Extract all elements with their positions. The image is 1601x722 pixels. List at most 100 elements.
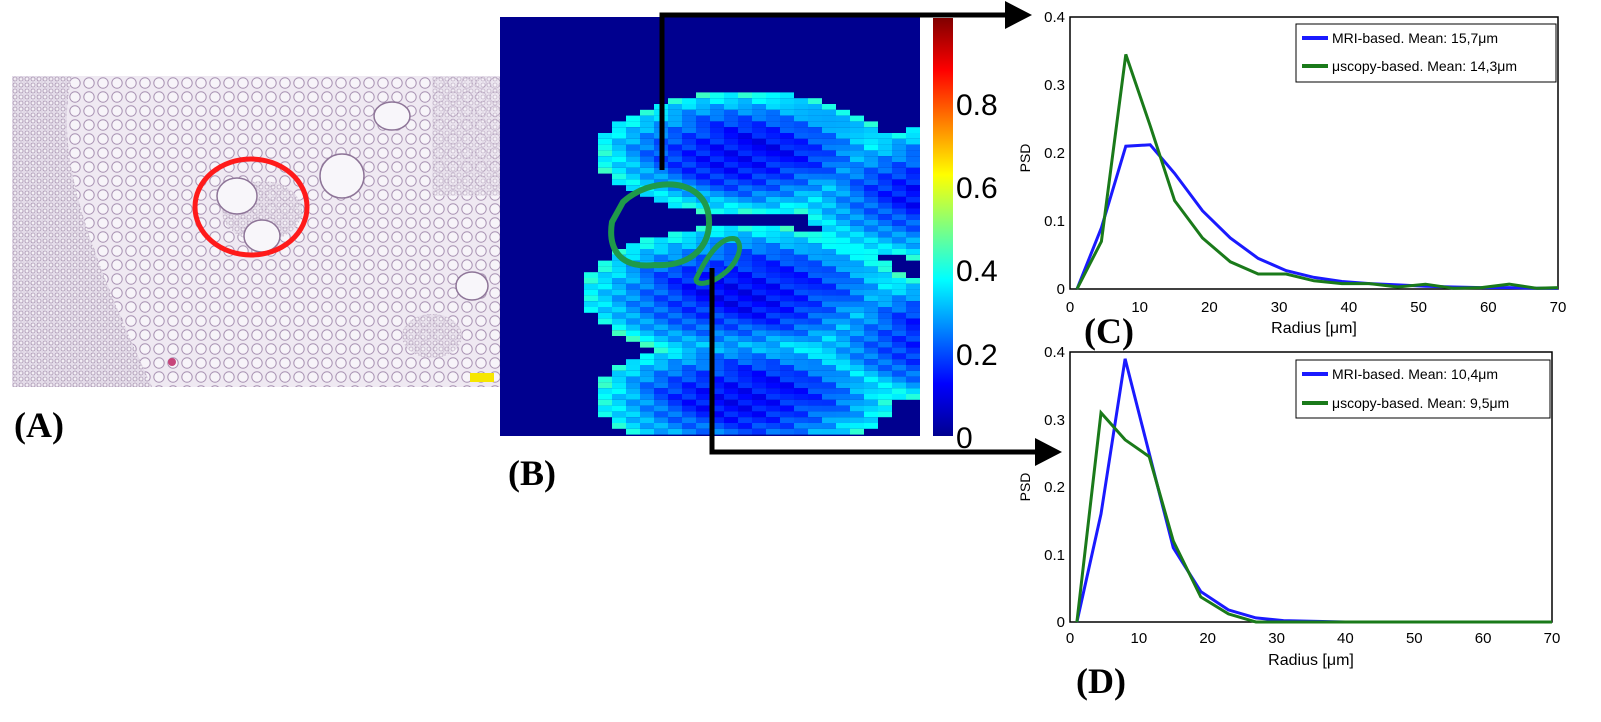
mri-pixel [808, 283, 822, 290]
mri-pixel [906, 388, 920, 394]
mri-pixel [640, 283, 654, 290]
mri-pixel [906, 394, 920, 400]
mri-pixel [906, 307, 920, 313]
mri-pixel [822, 417, 836, 423]
mri-pixel [668, 249, 682, 255]
mri-pixel [682, 405, 696, 412]
mri-pixel [906, 254, 920, 261]
mri-pixel [668, 173, 682, 180]
mri-pixel [752, 428, 766, 435]
mri-pixel [878, 173, 892, 180]
mri-pixel [780, 249, 794, 255]
mri-pixel [752, 312, 766, 319]
mri-pixel [794, 208, 808, 215]
mri-pixel [906, 185, 920, 191]
panel-label-a: (A) [14, 405, 64, 445]
mri-pixel [682, 423, 696, 429]
mri-pixel [612, 173, 626, 180]
mri-pixel [892, 341, 906, 348]
mri-pixel [850, 307, 864, 313]
mri-pixel [864, 156, 878, 162]
mri-pixel [668, 109, 682, 116]
x-tick-label: 30 [1268, 630, 1285, 647]
mri-pixel [640, 167, 654, 174]
mri-pixel [724, 191, 738, 197]
mri-pixel [710, 365, 724, 371]
mri-pixel [654, 312, 668, 319]
mri-pixel [584, 307, 598, 313]
mri-pixel [836, 202, 850, 209]
mri-pixel [864, 382, 878, 389]
mri-pixel [724, 336, 738, 342]
mri-pixel [850, 208, 864, 215]
mri-pixel [738, 104, 752, 110]
mri-pixel [864, 295, 878, 302]
mri-pixel [752, 330, 766, 336]
mri-pixel [668, 127, 682, 133]
mri-pixel [850, 185, 864, 191]
mri-pixel [682, 121, 696, 128]
mri-pixel [612, 399, 626, 406]
mri-pixel [766, 428, 780, 435]
mri-pixel [808, 150, 822, 157]
mri-pixel [906, 225, 920, 232]
mri-pixel [682, 394, 696, 400]
mri-pixel [626, 289, 640, 296]
mri-pixel [766, 98, 780, 104]
mri-pixel [738, 312, 752, 319]
mri-pixel [696, 324, 710, 331]
mri-pixel [850, 196, 864, 203]
mri-pixel [668, 167, 682, 174]
mri-pixel [892, 173, 906, 180]
mri-pixel [738, 376, 752, 383]
mri-pixel [864, 376, 878, 383]
mri-pixel [654, 353, 668, 360]
mri-pixel [654, 341, 668, 348]
mri-pixel [766, 318, 780, 325]
mri-pixel [710, 370, 724, 377]
mri-pixel [640, 138, 654, 145]
mri-pixel [878, 324, 892, 331]
mri-pixel [808, 243, 822, 249]
mri-pixel [794, 191, 808, 197]
mri-pixel [738, 394, 752, 400]
mri-pixel [892, 196, 906, 203]
mri-pixel [780, 191, 794, 197]
mri-pixel [640, 399, 654, 406]
mri-pixel [892, 133, 906, 139]
mri-pixel [724, 388, 738, 394]
mri-pixel [780, 92, 794, 99]
mri-pixel [654, 347, 668, 354]
mri-pixel [906, 295, 920, 302]
mri-pixel [668, 394, 682, 400]
mri-pixel [668, 428, 682, 435]
mri-pixel [584, 278, 598, 284]
mri-pixel [696, 179, 710, 186]
mri-pixel [668, 318, 682, 325]
mri-pixel [808, 237, 822, 244]
mri-pixel [654, 295, 668, 302]
mri-pixel [654, 243, 668, 249]
mri-pixel [696, 127, 710, 133]
mri-pixel [724, 138, 738, 145]
mri-pixel [766, 260, 780, 267]
mri-pixel [668, 150, 682, 157]
mri-pixel [766, 127, 780, 133]
mri-pixel [822, 353, 836, 360]
mri-pixel [654, 191, 668, 197]
mri-pixel [724, 196, 738, 203]
mri-pixel [808, 208, 822, 215]
mri-pixel [780, 394, 794, 400]
mri-pixel [766, 347, 780, 354]
mri-pixel [710, 173, 724, 180]
mri-pixel [598, 278, 612, 284]
mri-pixel [780, 341, 794, 348]
mri-pixel [864, 121, 878, 128]
mri-pixel [766, 394, 780, 400]
mri-pixel [822, 370, 836, 377]
mri-pixel [738, 243, 752, 249]
mri-pixel [640, 249, 654, 255]
mri-pixel [752, 283, 766, 290]
mri-pixel [696, 144, 710, 151]
mri-pixel [682, 318, 696, 325]
